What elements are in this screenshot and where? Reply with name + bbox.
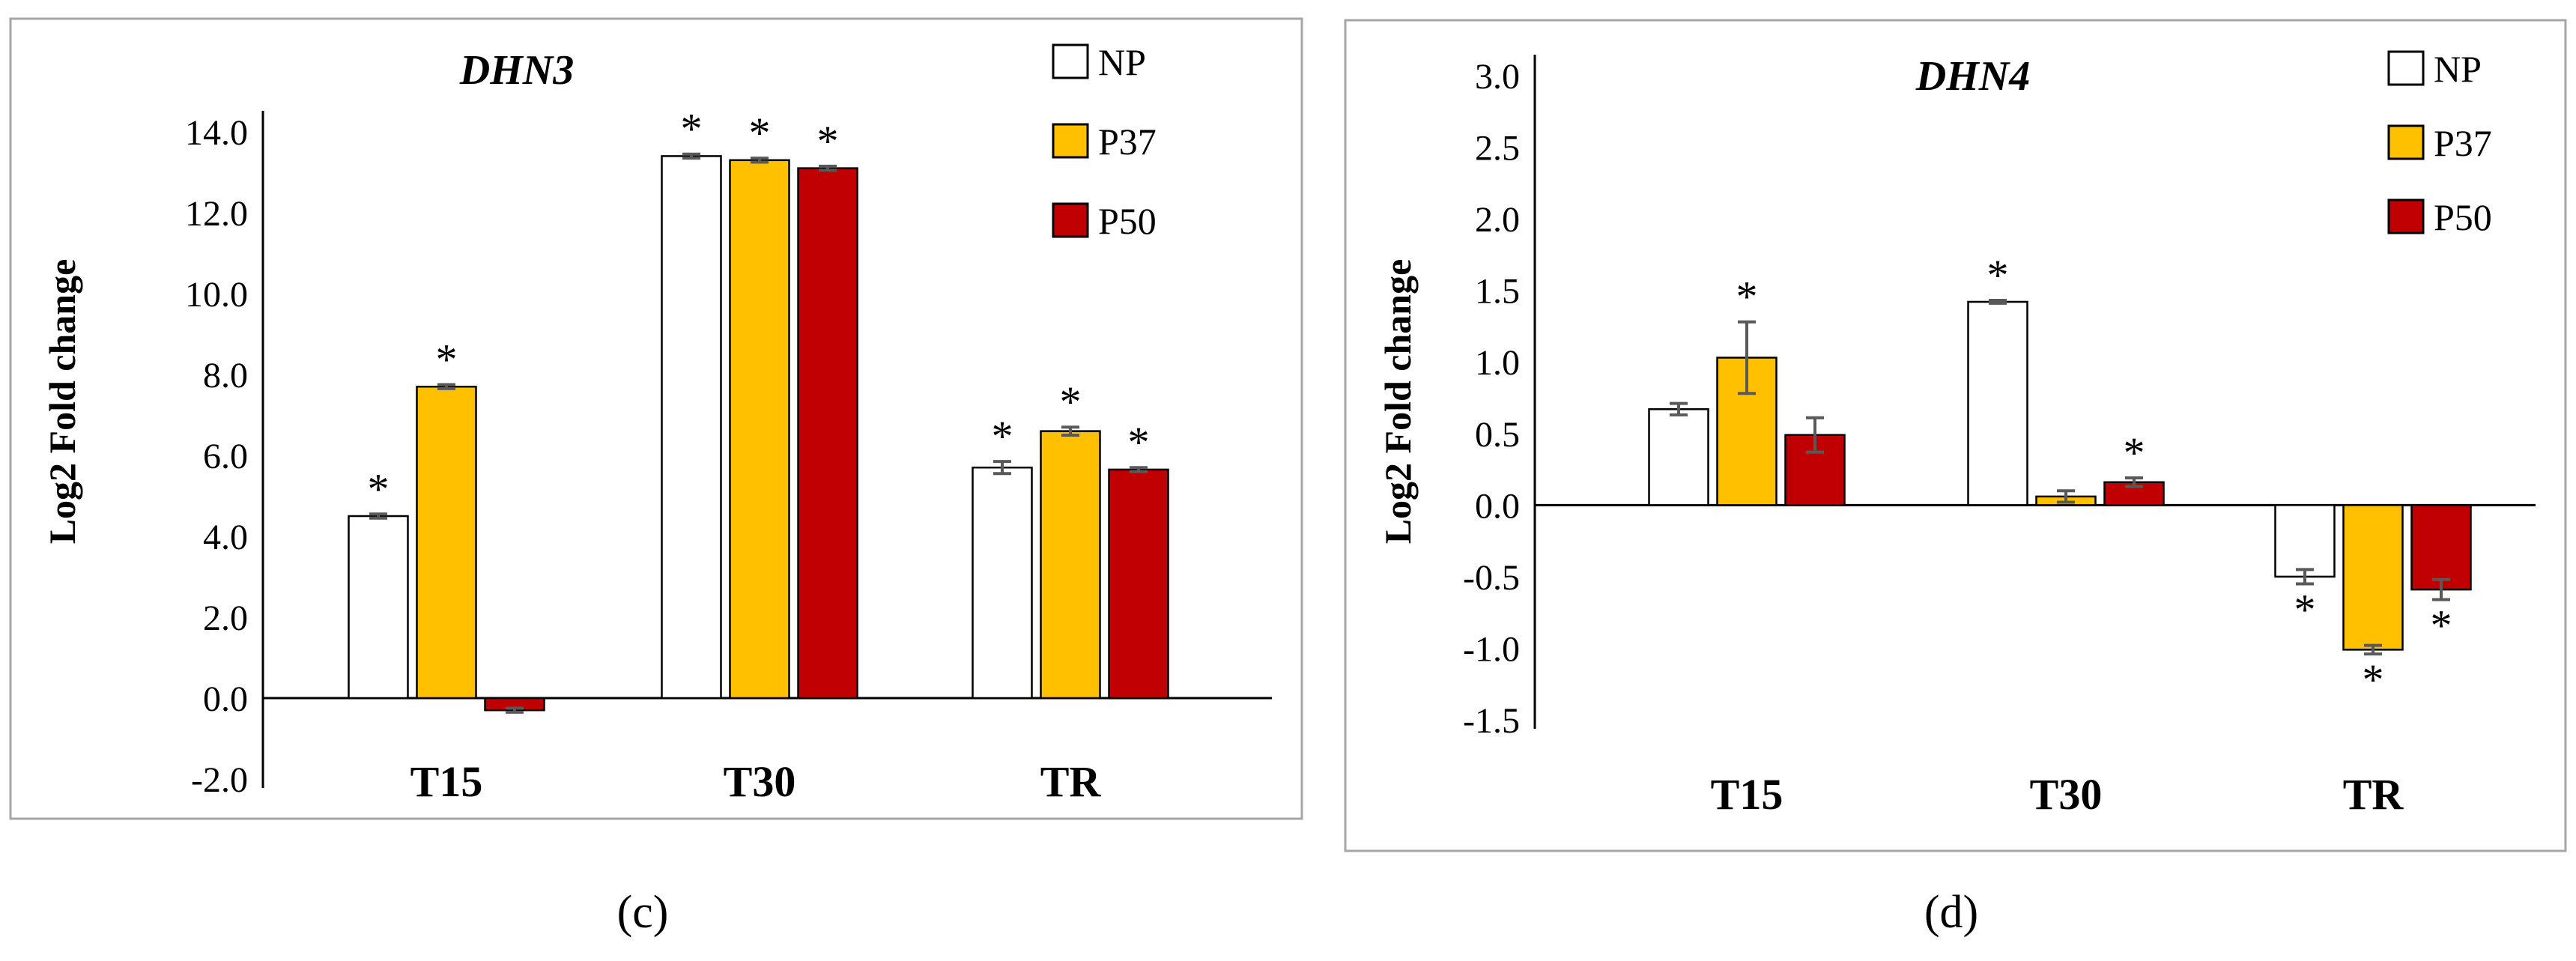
bar-p50-tr [2410,504,2472,591]
bar-np-t30 [661,155,722,700]
chart-panel-c: -2.0 0.0 2.0 4.0 6.0 8.0 10.0 12.0 14.0 Log2 Fold… [9,17,1303,820]
legend-swatch-p50 [2387,198,2425,234]
significance-marker: * [2124,428,2145,477]
chart-frame [1344,19,2567,852]
bar-p37-tr [2342,504,2404,651]
y-tick-label: 14.0 [185,113,248,153]
significance-marker: * [1736,273,1758,321]
chart-title: DHN3 [459,47,574,94]
legend-label: NP [1098,41,1146,83]
significance-marker: * [992,412,1013,461]
legend: NP P37 P50 [2387,48,2492,238]
bar-np-t30 [1967,300,2028,506]
y-axis-title: Log2 Fold change [1377,259,1419,545]
bar-np-t15 [348,515,409,700]
significance-marker: * [2363,655,2384,704]
y-tick-label: 6.0 [203,437,248,476]
bar-p37-t15 [416,385,477,700]
x-tick-label: T30 [2030,770,2103,819]
bar-p37-tr [1040,430,1101,700]
bar-p50-t30 [797,167,858,700]
y-tick-label: 1.0 [1475,343,1520,383]
y-tick-label: 0.0 [1475,486,1520,526]
y-tick-label: 10.0 [185,275,248,315]
significance-marker: * [749,109,771,157]
x-tick-label: T15 [410,757,483,806]
x-tick-label: T30 [724,757,796,806]
y-tick-label: 2.5 [1475,129,1520,169]
legend-swatch-np [1052,43,1089,79]
legend-label: P37 [1098,121,1157,163]
chart-panel-d: -1.5 -1.0 -0.5 0.0 0.5 1.0 1.5 2.0 2.5 3.0 Log2 Fo… [1344,19,2567,852]
legend-swatch-p37 [1052,123,1089,159]
y-tick-label: 2.0 [203,598,248,638]
legend-label: P50 [2434,196,2492,238]
bar-p37-t30 [729,159,790,700]
y-tick-label: 8.0 [203,356,248,395]
bar-p50-tr [1108,468,1169,700]
panel-label: (c) [617,887,669,938]
significance-marker: * [1060,378,1082,426]
legend-swatch-p50 [1052,202,1089,238]
significance-marker: * [436,336,458,384]
x-tick-label: TR [2343,770,2404,819]
y-tick-label: 1.5 [1475,272,1520,312]
significance-marker: * [368,464,390,513]
bar-np-tr [972,466,1033,700]
legend-label: P50 [1098,200,1157,242]
chart-title: DHN4 [1915,53,2030,100]
y-tick-label: 0.5 [1475,415,1520,455]
y-tick-label: -0.5 [1463,558,1520,598]
y-axis-title: Log2 Fold change [41,259,83,545]
y-tick-label: -2.0 [191,760,248,800]
legend-swatch-p37 [2387,124,2425,160]
bar-np-tr [2274,504,2336,578]
legend: NP P37 P50 [1052,41,1157,242]
x-tick-label: TR [1040,757,1102,806]
significance-marker: * [1987,251,2009,300]
significance-marker: * [2431,601,2452,649]
y-tick-label: 12.0 [185,194,248,234]
y-tick-label: -1.0 [1463,629,1520,669]
significance-marker: * [1128,418,1150,467]
significance-marker: * [2294,585,2316,634]
significance-marker: * [817,117,839,166]
legend-swatch-np [2387,50,2425,86]
y-tick-label: 4.0 [203,518,248,557]
legend-label: NP [2434,48,2482,90]
x-tick-label: T15 [1711,770,1783,819]
legend-label: P37 [2434,122,2492,164]
y-tick-label: -1.5 [1463,701,1520,741]
panel-label: (d) [1924,887,1978,938]
bar-np-t15 [1648,408,1709,506]
y-tick-label: 3.0 [1475,57,1520,97]
significance-marker: * [681,105,703,154]
y-tick-label: 2.0 [1475,200,1520,240]
y-tick-label: 0.0 [203,679,248,719]
